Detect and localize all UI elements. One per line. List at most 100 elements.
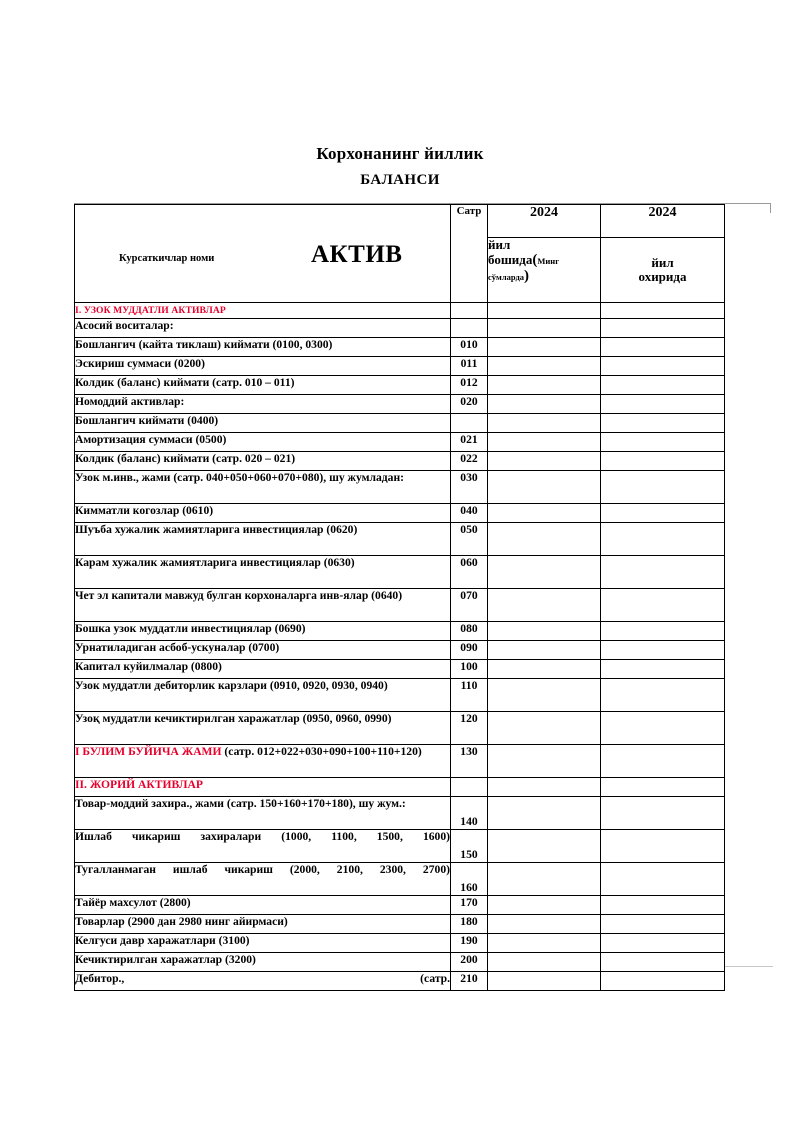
row-value-year-end[interactable] <box>600 337 725 357</box>
row-label-cell: Эскириш суммаси (0200) <box>74 356 451 376</box>
row-value-year-begin[interactable] <box>487 302 601 319</box>
row-label: Капитал куйилмалар (0800) <box>75 660 222 673</box>
row-satr-cell: 210 <box>450 971 488 991</box>
table-row: Товар-моддий захира., жами (сатр. 150+16… <box>74 796 725 830</box>
header-unit-line2-wrap: сўмларда) <box>488 268 600 284</box>
row-value-year-begin[interactable] <box>487 796 601 830</box>
row-satr-cell: 070 <box>450 588 488 622</box>
row-value-year-begin[interactable] <box>487 744 601 778</box>
row-value-year-begin[interactable] <box>487 522 601 556</box>
row-satr-cell: 050 <box>450 522 488 556</box>
row-value-year-end[interactable] <box>600 413 725 433</box>
row-value-year-end[interactable] <box>600 318 725 338</box>
row-value-year-end[interactable] <box>600 588 725 622</box>
row-value-year-end[interactable] <box>600 356 725 376</box>
row-value-year-begin[interactable] <box>487 588 601 622</box>
row-value-year-begin[interactable] <box>487 503 601 523</box>
row-value-year-end[interactable] <box>600 952 725 972</box>
row-label: Шуъба хужалик жамиятларига инвестициялар… <box>75 523 358 536</box>
row-value-year-begin[interactable] <box>487 971 601 991</box>
row-value-year-end[interactable] <box>600 555 725 589</box>
row-value-year-end[interactable] <box>600 451 725 471</box>
row-value-year-end[interactable] <box>600 470 725 504</box>
row-label-cell: Товар-моддий захира., жами (сатр. 150+16… <box>74 796 451 830</box>
row-label-cell: I. УЗОК МУДДАТЛИ АКТИВЛАР <box>74 302 451 319</box>
row-satr-cell: 030 <box>450 470 488 504</box>
row-value-year-begin[interactable] <box>487 914 601 934</box>
row-value-year-begin[interactable] <box>487 659 601 679</box>
row-value-year-end[interactable] <box>600 862 725 896</box>
row-label-cell: Урнатиладиган асбоб-ускуналар (0700) <box>74 640 451 660</box>
row-satr-cell: 140 <box>450 796 488 830</box>
row-value-year-begin[interactable] <box>487 621 601 641</box>
row-value-year-begin[interactable] <box>487 829 601 863</box>
row-value-year-end[interactable] <box>600 621 725 641</box>
row-value-year-end[interactable] <box>600 659 725 679</box>
header-end-caption: йил охирида <box>600 236 725 304</box>
row-label-cell: Колдик (баланс) киймати (сатр. 010 – 011… <box>74 375 451 395</box>
row-satr-cell: 021 <box>450 432 488 452</box>
row-label-cell: Узок м.инв., жами (сатр. 040+050+060+070… <box>74 470 451 504</box>
row-satr-cell: 110 <box>450 678 488 712</box>
row-value-year-begin[interactable] <box>487 640 601 660</box>
header-year-begin: 2024 <box>487 204 601 238</box>
row-value-year-end[interactable] <box>600 796 725 830</box>
row-value-year-begin[interactable] <box>487 895 601 915</box>
row-label: Узок муддатли дебиторлик карзлари (0910,… <box>75 679 388 692</box>
row-value-year-end[interactable] <box>600 914 725 934</box>
row-value-year-end[interactable] <box>600 503 725 523</box>
header-year-end: 2024 <box>600 204 725 238</box>
row-value-year-end[interactable] <box>600 522 725 556</box>
row-value-year-end[interactable] <box>600 829 725 863</box>
row-value-year-begin[interactable] <box>487 555 601 589</box>
header-begin-line2: бошида <box>488 251 533 267</box>
row-value-year-begin[interactable] <box>487 337 601 357</box>
table-row: Колдик (баланс) киймати (сатр. 010 – 011… <box>74 375 725 395</box>
row-satr-cell: 020 <box>450 394 488 414</box>
row-value-year-end[interactable] <box>600 744 725 778</box>
row-value-year-begin[interactable] <box>487 318 601 338</box>
row-value-year-begin[interactable] <box>487 413 601 433</box>
row-value-year-begin[interactable] <box>487 375 601 395</box>
row-value-year-begin[interactable] <box>487 432 601 452</box>
row-value-year-begin[interactable] <box>487 711 601 745</box>
row-value-year-begin[interactable] <box>487 777 601 797</box>
row-value-year-begin[interactable] <box>487 933 601 953</box>
row-label: Кечиктирилган харажатлар (3200) <box>75 953 256 966</box>
row-value-year-begin[interactable] <box>487 356 601 376</box>
row-value-year-end[interactable] <box>600 302 725 319</box>
header-unit-open: ( <box>532 251 538 268</box>
table-body: I. УЗОК МУДДАТЛИ АКТИВЛАР Асосий воситала… <box>74 302 725 991</box>
row-label-right: (сатр. <box>420 972 450 985</box>
row-value-year-end[interactable] <box>600 640 725 660</box>
row-label-cell: Келгуси давр харажатлари (3100) <box>74 933 451 953</box>
row-value-year-begin[interactable] <box>487 451 601 471</box>
row-value-year-end[interactable] <box>600 895 725 915</box>
row-satr-cell: 160 <box>450 862 488 896</box>
row-label: Тугалланмаган ишлаб чикариш (2000, 2100,… <box>75 863 450 876</box>
row-value-year-end[interactable] <box>600 432 725 452</box>
row-value-year-end[interactable] <box>600 375 725 395</box>
row-value-year-begin[interactable] <box>487 952 601 972</box>
row-value-year-begin[interactable] <box>487 862 601 896</box>
header-begin-line1: йил <box>488 236 511 252</box>
row-value-year-end[interactable] <box>600 394 725 414</box>
row-value-year-end[interactable] <box>600 933 725 953</box>
row-label: Чет эл капитали мавжуд булган корхоналар… <box>75 589 403 602</box>
row-label: II. ЖОРИЙ АКТИВЛАР <box>75 778 203 791</box>
row-label: I. УЗОК МУДДАТЛИ АКТИВЛАР <box>75 305 226 316</box>
row-value-year-end[interactable] <box>600 711 725 745</box>
row-value-year-begin[interactable] <box>487 470 601 504</box>
row-value-year-begin[interactable] <box>487 678 601 712</box>
row-label-cell: Колдик (баланс) киймати (сатр. 020 – 021… <box>74 451 451 471</box>
row-satr-cell: 170 <box>450 895 488 915</box>
row-label-cell: Бошка узок муддатли инвестициялар (0690) <box>74 621 451 641</box>
row-value-year-end[interactable] <box>600 971 725 991</box>
row-label: Колдик (баланс) киймати (сатр. 010 – 011… <box>75 376 295 389</box>
row-label: Товарлар (2900 дан 2980 нинг айирмаси) <box>75 915 288 928</box>
row-value-year-begin[interactable] <box>487 394 601 414</box>
row-label: Бошлангич (кайта тиклаш) киймати (0100, … <box>75 338 333 351</box>
row-value-year-end[interactable] <box>600 777 725 797</box>
row-value-year-end[interactable] <box>600 678 725 712</box>
table-row: Дебитор., (сатр. 210 <box>74 971 725 991</box>
